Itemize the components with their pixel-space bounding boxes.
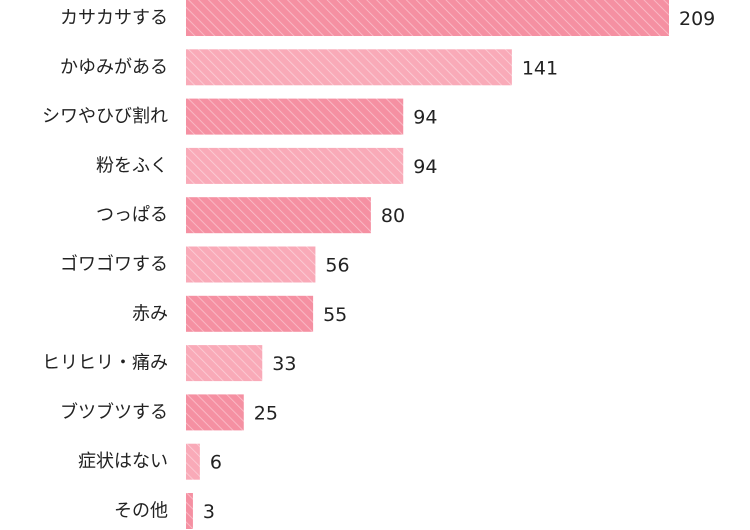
category-label: ヒリヒリ・痛み: [42, 353, 168, 374]
category-label: ブツブツする: [60, 401, 168, 423]
bar: [186, 345, 263, 382]
category-label: ゴワゴワする: [60, 254, 168, 275]
bar: [186, 0, 669, 36]
category-label: かゆみがある: [60, 57, 168, 78]
category-label: つっぱる: [96, 205, 168, 226]
bar: [186, 295, 314, 332]
bar: [186, 49, 512, 86]
bar: [186, 493, 193, 529]
category-label: 赤み: [132, 303, 168, 324]
bars-group: カサカサする 209 かゆみがある 141 シワやひび割れ 94 粉をふく 94 つっぱる 80 ゴ…: [42, 0, 715, 529]
bar: [186, 98, 404, 135]
value-label: 25: [254, 402, 278, 424]
value-label: 33: [272, 353, 296, 375]
value-label: 209: [679, 8, 715, 30]
bar: [186, 197, 371, 234]
value-label: 55: [323, 304, 347, 326]
bar: [186, 147, 404, 184]
value-label: 6: [210, 452, 222, 474]
category-label: 症状はない: [78, 451, 168, 472]
value-label: 94: [413, 156, 437, 178]
value-label: 56: [325, 255, 349, 277]
value-label: 141: [522, 57, 558, 79]
category-label: カサカサする: [60, 8, 168, 29]
category-label: シワやひび割れ: [42, 106, 168, 127]
bar: [186, 443, 200, 480]
value-label: 3: [203, 501, 215, 523]
value-label: 80: [381, 205, 405, 227]
bar: [186, 246, 316, 283]
category-label: 粉をふく: [96, 155, 168, 176]
value-label: 94: [413, 107, 437, 129]
category-label: その他: [114, 501, 168, 522]
bar: [186, 394, 244, 431]
